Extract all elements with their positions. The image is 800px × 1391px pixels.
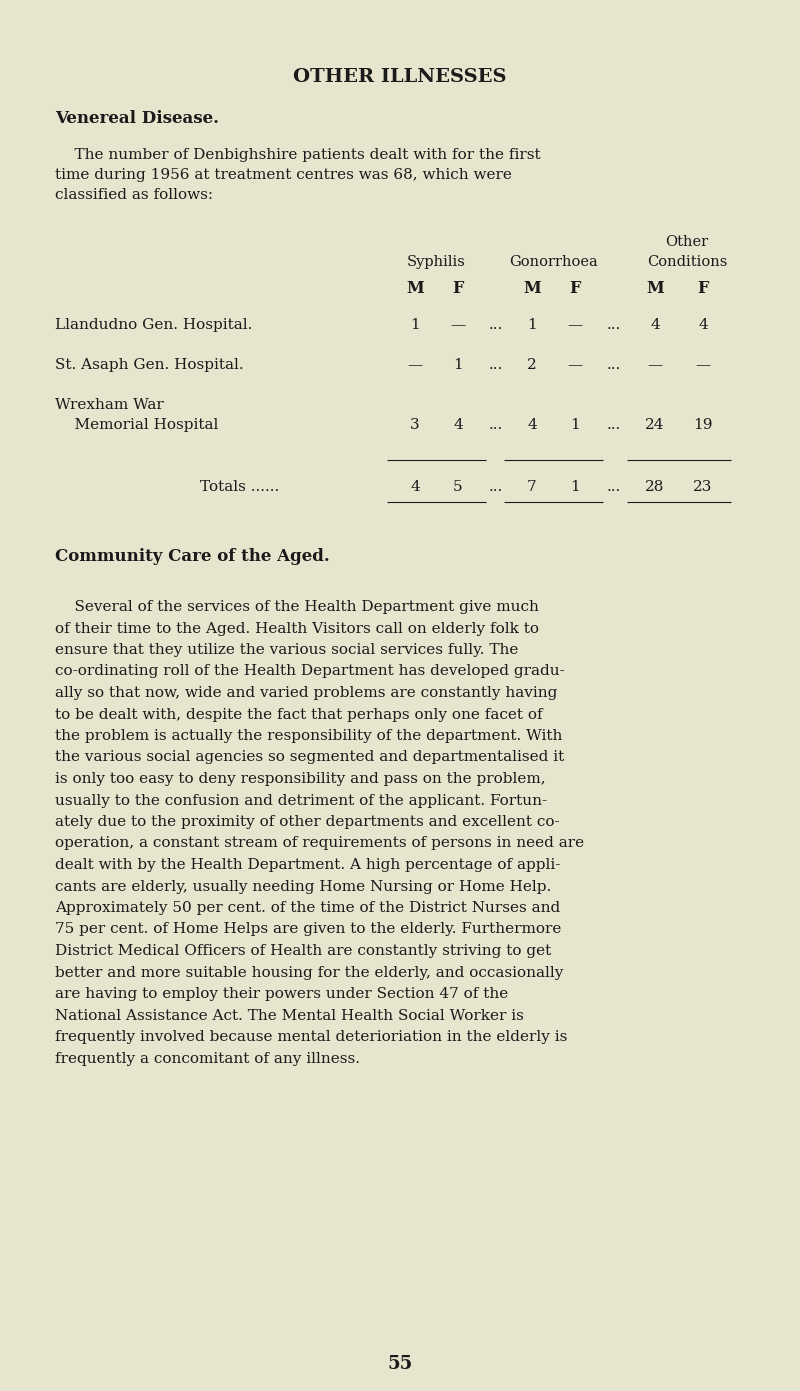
- Text: 24: 24: [646, 419, 665, 433]
- Text: 55: 55: [387, 1355, 413, 1373]
- Text: are having to employ their powers under Section 47 of the: are having to employ their powers under …: [55, 988, 508, 1002]
- Text: ...: ...: [489, 480, 503, 494]
- Text: —: —: [407, 357, 422, 371]
- Text: F: F: [698, 280, 709, 298]
- Text: 4: 4: [698, 319, 708, 332]
- Text: ...: ...: [607, 357, 621, 371]
- Text: Venereal Disease.: Venereal Disease.: [55, 110, 219, 127]
- Text: time during 1956 at treatment centres was 68, which were: time during 1956 at treatment centres wa…: [55, 168, 512, 182]
- Text: 19: 19: [694, 419, 713, 433]
- Text: is only too easy to deny responsibility and pass on the problem,: is only too easy to deny responsibility …: [55, 772, 546, 786]
- Text: Several of the services of the Health Department give much: Several of the services of the Health De…: [55, 600, 539, 613]
- Text: Memorial Hospital: Memorial Hospital: [55, 419, 218, 433]
- Text: operation, a constant stream of requirements of persons in need are: operation, a constant stream of requirem…: [55, 836, 584, 850]
- Text: ally so that now, wide and varied problems are constantly having: ally so that now, wide and varied proble…: [55, 686, 558, 700]
- Text: 75 per cent. of Home Helps are given to the elderly. Furthermore: 75 per cent. of Home Helps are given to …: [55, 922, 562, 936]
- Text: M: M: [523, 280, 541, 298]
- Text: ...: ...: [607, 480, 621, 494]
- Text: 4: 4: [453, 419, 463, 433]
- Text: 1: 1: [570, 419, 580, 433]
- Text: 1: 1: [570, 480, 580, 494]
- Text: F: F: [452, 280, 464, 298]
- Text: 7: 7: [527, 480, 537, 494]
- Text: dealt with by the Health Department. A high percentage of appli-: dealt with by the Health Department. A h…: [55, 858, 560, 872]
- Text: ...: ...: [607, 319, 621, 332]
- Text: usually to the confusion and detriment of the applicant. Fortun-: usually to the confusion and detriment o…: [55, 793, 547, 808]
- Text: ...: ...: [607, 419, 621, 433]
- Text: Conditions: Conditions: [647, 255, 727, 268]
- Text: ately due to the proximity of other departments and excellent co-: ately due to the proximity of other depa…: [55, 815, 560, 829]
- Text: the various social agencies so segmented and departmentalised it: the various social agencies so segmented…: [55, 751, 564, 765]
- Text: Totals ......: Totals ......: [200, 480, 279, 494]
- Text: 4: 4: [527, 419, 537, 433]
- Text: 3: 3: [410, 419, 420, 433]
- Text: —: —: [450, 319, 466, 332]
- Text: ...: ...: [489, 357, 503, 371]
- Text: Other: Other: [666, 235, 709, 249]
- Text: frequently involved because mental deterioriation in the elderly is: frequently involved because mental deter…: [55, 1029, 567, 1045]
- Text: Gonorrhoea: Gonorrhoea: [509, 255, 598, 268]
- Text: ensure that they utilize the various social services fully. The: ensure that they utilize the various soc…: [55, 643, 518, 657]
- Text: OTHER ILLNESSES: OTHER ILLNESSES: [294, 68, 506, 86]
- Text: 1: 1: [410, 319, 420, 332]
- Text: Community Care of the Aged.: Community Care of the Aged.: [55, 548, 330, 565]
- Text: 28: 28: [646, 480, 665, 494]
- Text: The number of Denbighshire patients dealt with for the first: The number of Denbighshire patients deal…: [55, 147, 541, 161]
- Text: M: M: [406, 280, 424, 298]
- Text: ...: ...: [489, 419, 503, 433]
- Text: 4: 4: [410, 480, 420, 494]
- Text: frequently a concomitant of any illness.: frequently a concomitant of any illness.: [55, 1052, 360, 1066]
- Text: —: —: [567, 319, 582, 332]
- Text: Wrexham War: Wrexham War: [55, 398, 164, 412]
- Text: St. Asaph Gen. Hospital.: St. Asaph Gen. Hospital.: [55, 357, 244, 371]
- Text: National Assistance Act. The Mental Health Social Worker is: National Assistance Act. The Mental Heal…: [55, 1008, 524, 1022]
- Text: —: —: [567, 357, 582, 371]
- Text: —: —: [695, 357, 710, 371]
- Text: better and more suitable housing for the elderly, and occasionally: better and more suitable housing for the…: [55, 965, 563, 979]
- Text: 1: 1: [453, 357, 463, 371]
- Text: 23: 23: [694, 480, 713, 494]
- Text: 5: 5: [453, 480, 463, 494]
- Text: Approximately 50 per cent. of the time of the District Nurses and: Approximately 50 per cent. of the time o…: [55, 901, 560, 915]
- Text: M: M: [646, 280, 664, 298]
- Text: District Medical Officers of Health are constantly striving to get: District Medical Officers of Health are …: [55, 944, 551, 958]
- Text: 1: 1: [527, 319, 537, 332]
- Text: cants are elderly, usually needing Home Nursing or Home Help.: cants are elderly, usually needing Home …: [55, 879, 551, 893]
- Text: F: F: [570, 280, 581, 298]
- Text: the problem is actually the responsibility of the department. With: the problem is actually the responsibili…: [55, 729, 562, 743]
- Text: classified as follows:: classified as follows:: [55, 188, 213, 202]
- Text: 4: 4: [650, 319, 660, 332]
- Text: co-ordinating roll of the Health Department has developed gradu-: co-ordinating roll of the Health Departm…: [55, 665, 565, 679]
- Text: Llandudno Gen. Hospital.: Llandudno Gen. Hospital.: [55, 319, 252, 332]
- Text: 2: 2: [527, 357, 537, 371]
- Text: ...: ...: [489, 319, 503, 332]
- Text: Syphilis: Syphilis: [406, 255, 466, 268]
- Text: —: —: [647, 357, 662, 371]
- Text: of their time to the Aged. Health Visitors call on elderly folk to: of their time to the Aged. Health Visito…: [55, 622, 539, 636]
- Text: to be dealt with, despite the fact that perhaps only one facet of: to be dealt with, despite the fact that …: [55, 708, 542, 722]
